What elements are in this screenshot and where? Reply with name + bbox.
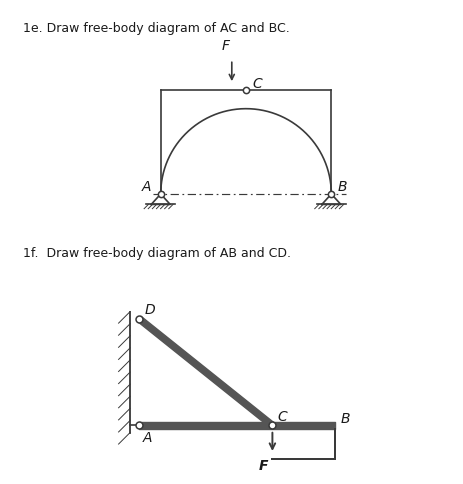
Polygon shape (137, 317, 274, 428)
Text: 1f.  Draw free-body diagram of AB and CD.: 1f. Draw free-body diagram of AB and CD. (23, 247, 291, 260)
Text: 1e. Draw free-body diagram of AC and BC.: 1e. Draw free-body diagram of AC and BC. (23, 22, 289, 35)
Text: B: B (337, 180, 347, 194)
Text: A: A (141, 180, 151, 194)
Text: C: C (252, 77, 262, 91)
Text: F: F (221, 39, 229, 53)
Text: D: D (144, 302, 155, 317)
Text: A: A (142, 430, 152, 444)
Text: B: B (340, 411, 350, 425)
Text: C: C (277, 409, 287, 423)
Text: F: F (258, 458, 268, 472)
